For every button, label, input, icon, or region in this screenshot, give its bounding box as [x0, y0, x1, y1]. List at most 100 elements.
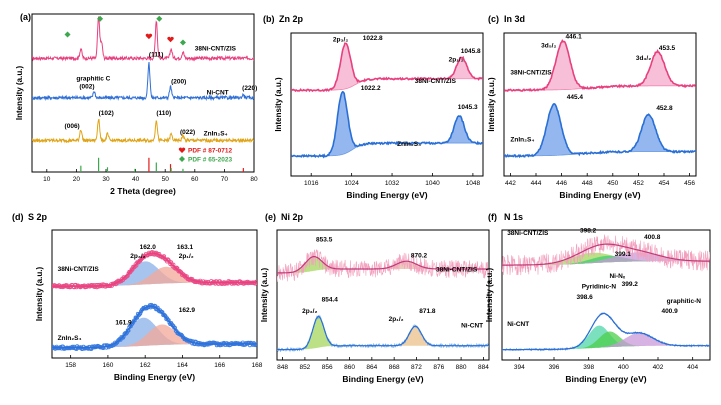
- annotation-label-e: 853.5: [316, 237, 333, 244]
- annotation-label-e: Ni-CNT: [461, 323, 483, 330]
- fit-component-f-1-2: [502, 333, 710, 350]
- annotation-label-a: (111): [149, 52, 163, 59]
- fit-area-c-1-1: [504, 114, 696, 156]
- x-tick-label-d: 168: [252, 362, 263, 369]
- annotation-label-e: 38Ni-CNT/ZIS: [436, 267, 478, 274]
- baseline-b-1: [291, 142, 483, 157]
- axes-frame-b: [290, 32, 484, 177]
- annotation-label-d: 2p₃/₂: [130, 253, 145, 260]
- x-tick-label-c: 448: [582, 180, 593, 187]
- series-line-c-1: [504, 103, 696, 159]
- series-line-b-1: [291, 90, 483, 159]
- plot-area-e: [277, 249, 489, 353]
- panel-title-b: Zn 2p: [279, 14, 304, 24]
- fit-component-d-0-1: [52, 266, 257, 287]
- annotation-label-b: ZnIn₂S₄: [397, 141, 421, 148]
- annotation-label-c: 445.4: [567, 94, 584, 101]
- y-axis-label-c: Intensity (a.u.): [487, 77, 496, 132]
- axes-frame-c: [503, 32, 697, 177]
- annotation-label-d: 161.9: [115, 320, 132, 327]
- annotation-label-c: 446.1: [565, 34, 582, 41]
- y-axis-label-f: Intensity (a.u.): [485, 268, 494, 323]
- panel-a: (a) 10 20 30 40 50 60 70 80 2 Theta (degree) Inten…: [15, 12, 258, 196]
- legend-entry: PDF # 87-0712: [188, 148, 232, 155]
- heart-marker-icon: [167, 36, 174, 43]
- x-tick-label-d: 166: [214, 362, 225, 369]
- panel-label-e: (e): [265, 212, 276, 222]
- series-line-a-0: [32, 16, 254, 62]
- x-tick-label-a: 60: [191, 176, 199, 183]
- plot-area-b: [291, 42, 483, 159]
- annotation-label-c: ZnIn₂S₄: [510, 137, 534, 144]
- annotation-label-f: Ni-CNT: [507, 321, 529, 328]
- annotation-label-c: 3d₃/₂: [636, 55, 651, 62]
- x-tick-label-e: 864: [366, 364, 377, 371]
- x-tick-label-b: 1048: [466, 180, 481, 187]
- x-tick-label-a: 80: [250, 176, 258, 183]
- x-tick-label-d: 164: [177, 362, 188, 369]
- x-axis-label-c: Binding Energy (eV): [559, 190, 640, 200]
- x-tick-label-e: 856: [322, 364, 333, 371]
- x-tick-label-e: 876: [433, 364, 444, 371]
- annotation-label-b: 2p₁/₂: [449, 57, 464, 64]
- annotation-label-d: 163.1: [177, 244, 194, 251]
- y-axis-label-d: Intensity (a.u.): [35, 267, 44, 322]
- diamond-marker-icon: [97, 15, 104, 22]
- annotation-label-a: (006): [65, 123, 80, 130]
- x-tick-label-e: 880: [456, 364, 467, 371]
- x-tick-label-f: 394: [514, 364, 525, 371]
- plot-area-f: [502, 234, 710, 352]
- panel-d: (d) S 2p 158 160 162 164 166 168 Binding Energy …: [12, 212, 263, 382]
- panel-label-b: (b): [263, 14, 275, 24]
- annotation-label-c: 38Ni-CNT/ZIS: [510, 69, 552, 76]
- legend-diamond-icon: [179, 156, 185, 162]
- panel-e: (e) Ni 2p 848 852 856 860 864 868 872 876 880 884 Bi…: [260, 212, 490, 384]
- x-tick-label-d: 160: [102, 362, 113, 369]
- panel-title-f: N 1s: [504, 212, 523, 222]
- annotation-label-f: Pyridinic-N: [582, 284, 617, 291]
- annotation-label-d: 162.0: [140, 244, 157, 251]
- x-tick-label-f: 398: [583, 364, 594, 371]
- fit-component-e-1-0: [277, 316, 489, 350]
- annotation-label-a: (220): [242, 85, 257, 92]
- annotation-label-b: 1045.3: [458, 104, 478, 111]
- annotation-label-d: 162.9: [179, 307, 196, 314]
- x-tick-label-a: 20: [73, 176, 81, 183]
- x-tick-label-e: 852: [299, 364, 310, 371]
- x-tick-label-c: 452: [633, 180, 644, 187]
- panel-label-c: (c): [488, 14, 499, 24]
- annotation-label-f: 398.6: [577, 294, 594, 301]
- x-axis-label-a: 2 Theta (degree): [110, 186, 176, 196]
- x-tick-label-f: 404: [687, 364, 698, 371]
- fit-area-c-1-0: [504, 104, 696, 156]
- series-line-a-2: [32, 118, 254, 144]
- fit-envelope-e-1: [277, 315, 489, 351]
- fit-component-d-1-1: [52, 324, 257, 348]
- annotation-label-f: Ni-Nₓ: [609, 273, 625, 280]
- fit-component-f-1-1: [502, 331, 710, 350]
- x-tick-label-e: 884: [478, 364, 489, 371]
- x-tick-label-a: 40: [132, 176, 140, 183]
- x-tick-label-b: 1024: [344, 180, 359, 187]
- diamond-marker-icon: [156, 15, 163, 22]
- data-point-d-0: [255, 279, 257, 284]
- annotation-label-e: 2p₁/₂: [389, 316, 404, 323]
- legend-heart-icon: [178, 147, 186, 153]
- fit-envelope-d-0: [52, 252, 257, 287]
- annotation-label-b: 1045.8: [461, 48, 481, 55]
- annotation-label-a: Ni-CNT: [207, 90, 229, 97]
- annotation-label-c: 3d₅/₂: [541, 42, 556, 49]
- annotation-label-d: ZnIn₂S₄: [58, 335, 82, 342]
- x-tick-label-e: 872: [411, 364, 422, 371]
- fit-envelope-d-1: [52, 305, 257, 349]
- annotation-label-f: 399.1: [615, 251, 632, 258]
- x-tick-label-b: 1016: [304, 180, 319, 187]
- data-point-d-0: [131, 265, 136, 270]
- fit-envelope-f-1: [502, 312, 710, 351]
- x-tick-label-e: 848: [277, 364, 288, 371]
- plot-area-a: [32, 16, 254, 172]
- panel-label-a: (a): [20, 12, 31, 22]
- annotation-label-a: (022): [180, 129, 195, 136]
- x-tick-label-c: 454: [659, 180, 670, 187]
